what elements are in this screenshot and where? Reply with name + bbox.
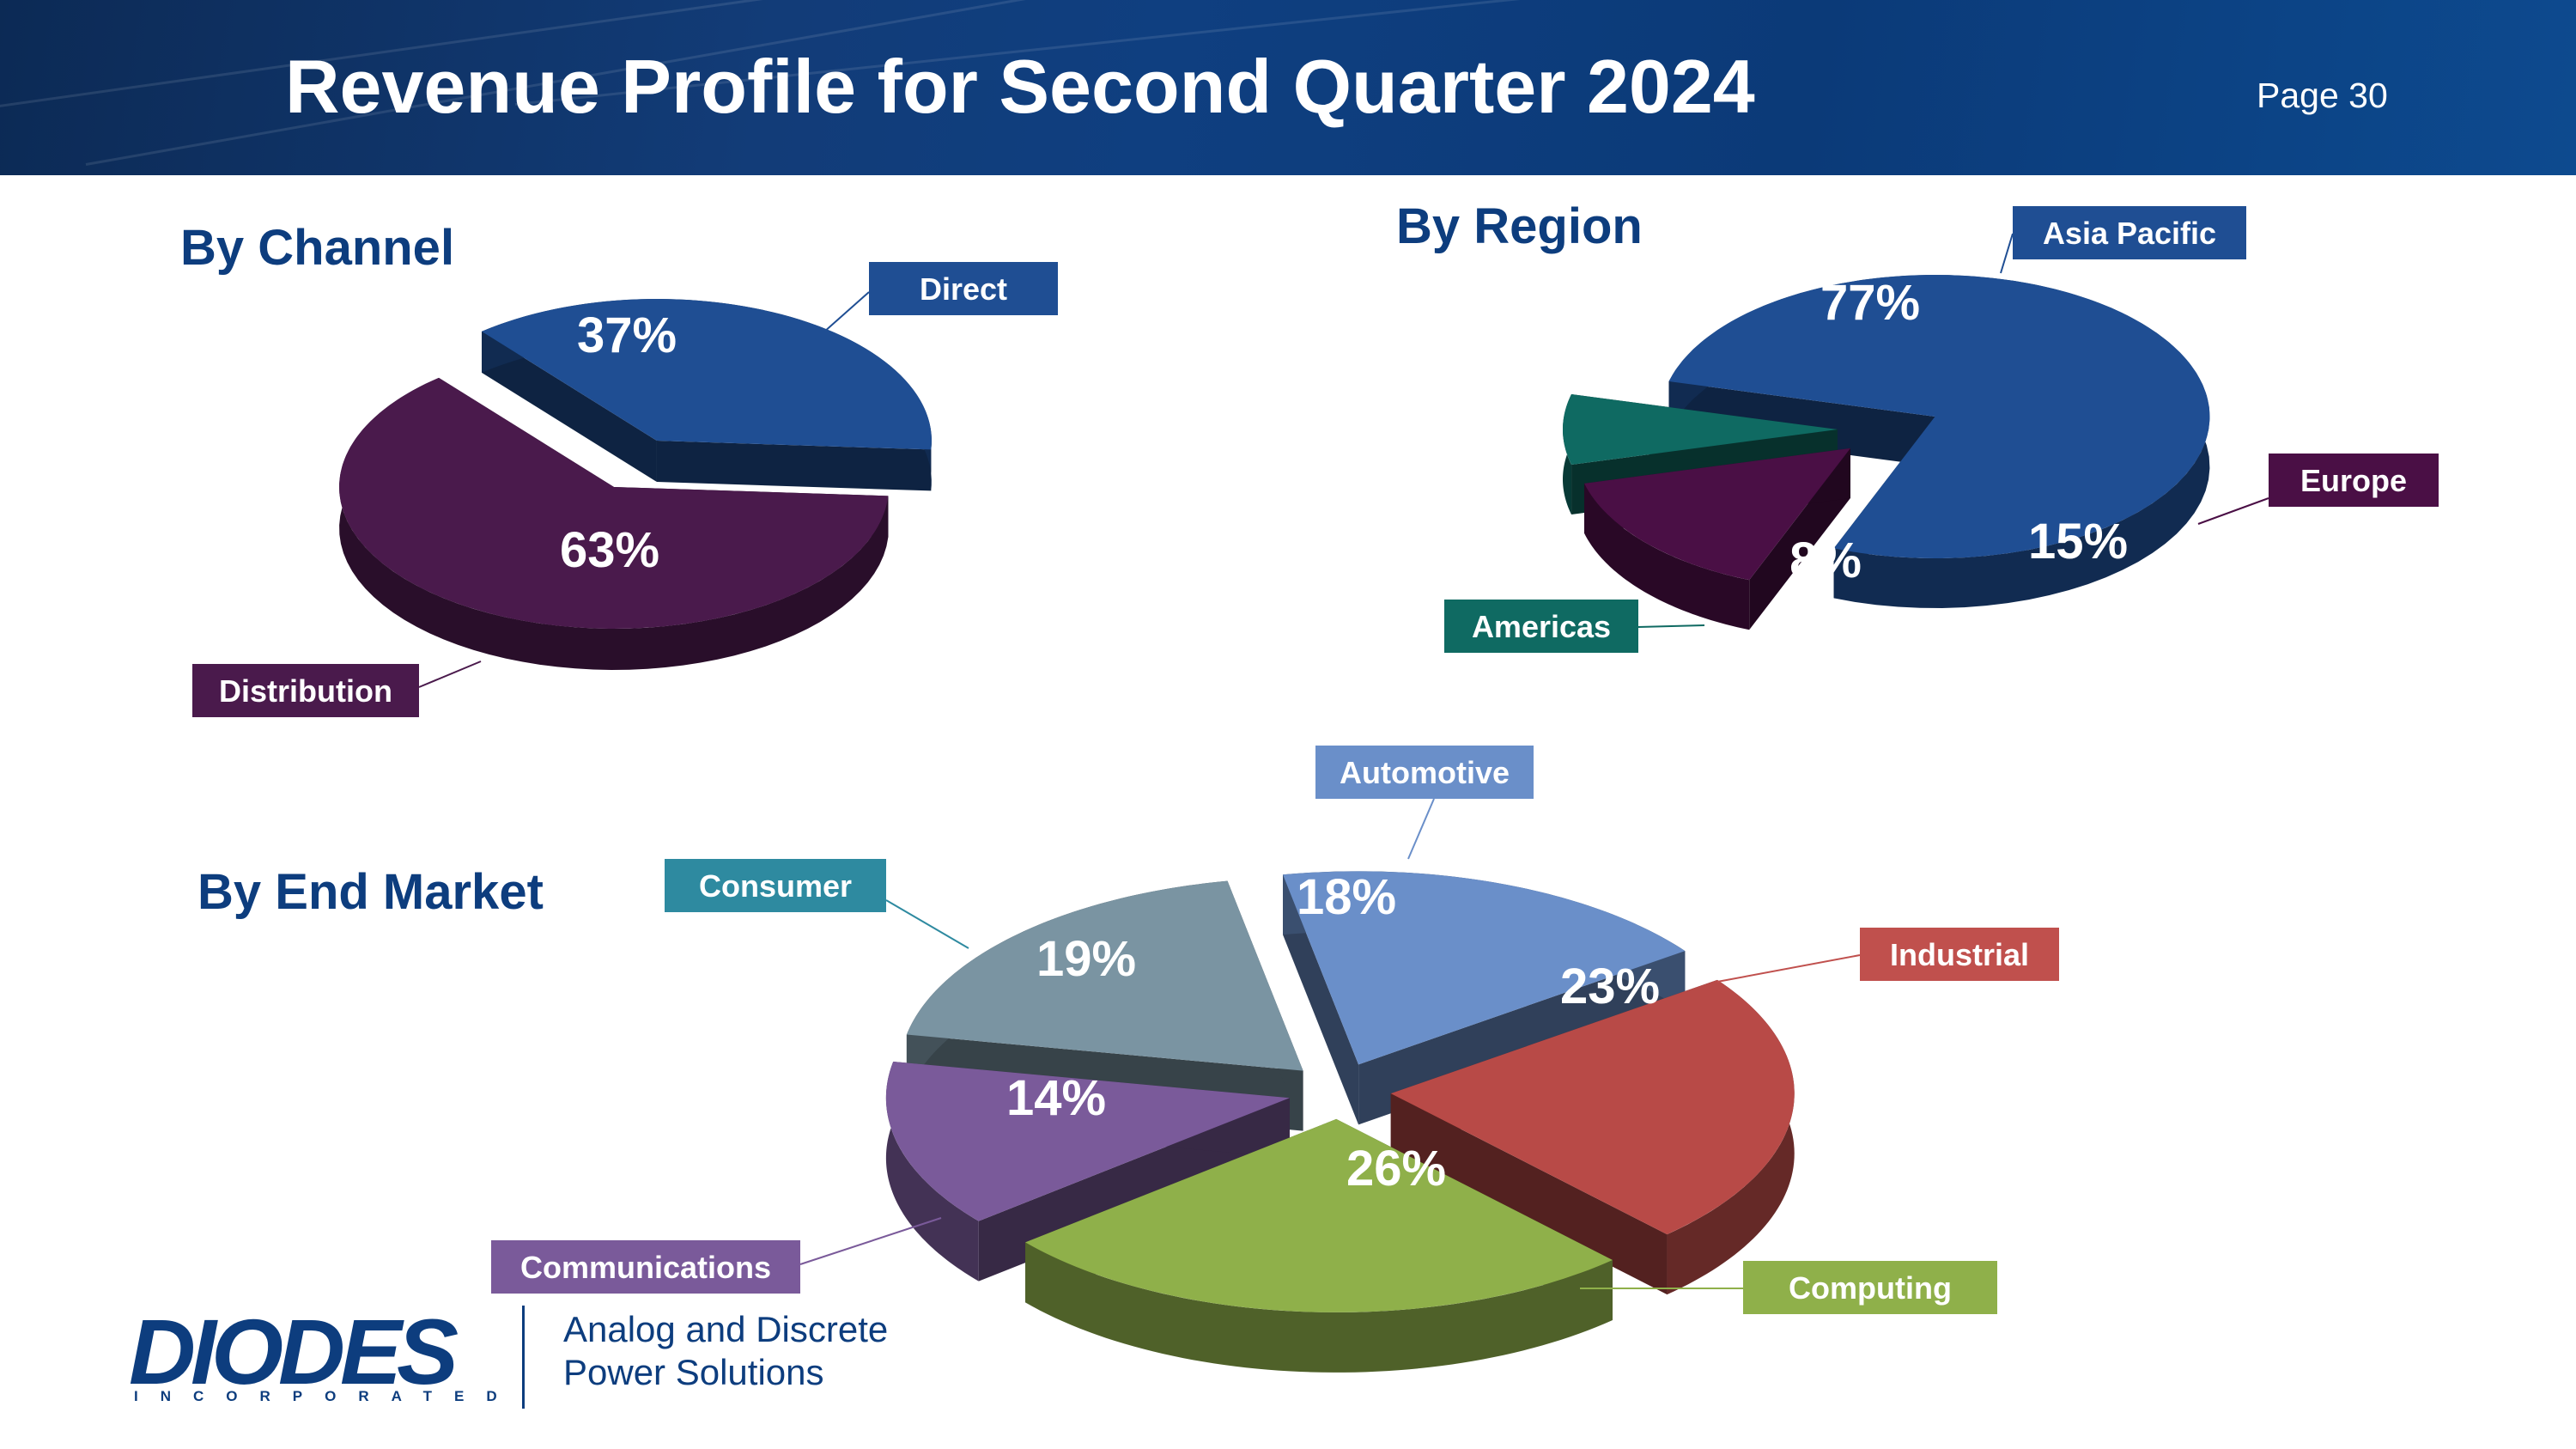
slice-computing bbox=[1025, 1118, 1613, 1373]
logo-divider bbox=[522, 1306, 525, 1409]
category-label-direct: Direct bbox=[920, 271, 1007, 307]
category-label-consumer: Consumer bbox=[699, 868, 852, 904]
logo-tagline-2: Power Solutions bbox=[563, 1352, 824, 1392]
slice-top-automotive bbox=[1283, 871, 1686, 1065]
leader-line-americas bbox=[1637, 624, 1705, 628]
slice-wall-computing bbox=[1025, 1242, 1613, 1373]
slice-side-industrial bbox=[1390, 1093, 1668, 1295]
pie-by-region: 77% 15% 8% Asia Pacific Europe Americas bbox=[1444, 206, 2439, 653]
leader-line-communications bbox=[799, 1217, 942, 1265]
slice-wall-europe bbox=[1584, 483, 1750, 630]
category-label-asia-pacific: Asia Pacific bbox=[2043, 216, 2216, 251]
category-badge-communications bbox=[491, 1240, 800, 1294]
section-title-region: By Region bbox=[1396, 198, 1643, 254]
category-badge-americas bbox=[1444, 600, 1638, 653]
leader-line-asia-pacific bbox=[2000, 233, 2014, 274]
slice-asia-pacific bbox=[1668, 275, 2210, 608]
company-logo: DIODES INCORPORATED Analog and Discrete … bbox=[129, 1306, 902, 1417]
slice-distribution bbox=[339, 377, 889, 670]
slice-industrial bbox=[1390, 979, 1795, 1295]
value-label-asia-pacific: 77% bbox=[1820, 275, 1920, 331]
slice-side-direct bbox=[656, 441, 932, 491]
logo-subtext: INCORPORATED bbox=[134, 1388, 519, 1404]
category-label-computing: Computing bbox=[1789, 1270, 1952, 1306]
leader-line-industrial bbox=[1716, 954, 1861, 983]
category-label-automotive: Automotive bbox=[1340, 755, 1510, 790]
logo-wordmark: DIODES bbox=[129, 1300, 459, 1403]
value-label-computing: 26% bbox=[1346, 1141, 1446, 1196]
category-badge-distribution bbox=[192, 664, 419, 717]
value-label-americas: 8% bbox=[1789, 533, 1862, 588]
value-label-direct: 37% bbox=[577, 307, 677, 363]
pie-by-end-market: 18% 23% 26% 14% 19% Automotive Industrial Compu… bbox=[491, 746, 2059, 1373]
category-badge-consumer bbox=[665, 859, 886, 912]
value-label-europe: 15% bbox=[2028, 514, 2128, 569]
slice-top-distribution bbox=[339, 377, 889, 629]
slice-top-consumer bbox=[906, 880, 1303, 1071]
slice-wall-communications bbox=[885, 1062, 979, 1282]
leader-line-direct bbox=[815, 291, 870, 340]
category-badge-asia-pacific bbox=[2013, 206, 2246, 259]
category-label-communications: Communications bbox=[520, 1250, 771, 1285]
page-number: Page 30 bbox=[2257, 76, 2388, 115]
leader-line-distribution bbox=[418, 661, 482, 688]
leader-line-europe bbox=[2197, 497, 2269, 525]
category-label-distribution: Distribution bbox=[219, 673, 392, 709]
page-title: Revenue Profile for Second Quarter 2024 bbox=[285, 44, 1755, 129]
slice-top-europe bbox=[1584, 447, 1850, 581]
header-banner: Revenue Profile for Second Quarter 2024 … bbox=[0, 0, 2576, 175]
value-label-consumer: 19% bbox=[1036, 931, 1136, 987]
slice-europe bbox=[1584, 447, 1850, 630]
category-label-europe: Europe bbox=[2300, 463, 2407, 498]
logo-tagline-1: Analog and Discrete bbox=[563, 1309, 889, 1349]
section-title-channel: By Channel bbox=[180, 220, 455, 276]
value-label-industrial: 23% bbox=[1560, 959, 1660, 1014]
category-badge-computing bbox=[1743, 1261, 1997, 1314]
category-badge-industrial bbox=[1860, 928, 2059, 981]
section-title-end-market: By End Market bbox=[197, 864, 544, 920]
slice-side-direct bbox=[481, 331, 657, 483]
value-label-distribution: 63% bbox=[560, 522, 659, 578]
category-label-americas: Americas bbox=[1472, 609, 1611, 644]
category-badge-automotive bbox=[1315, 746, 1534, 799]
leader-line-consumer bbox=[885, 899, 969, 949]
slice-top-communications bbox=[885, 1062, 1290, 1221]
slice-top-americas bbox=[1563, 393, 1838, 466]
slice-top-computing bbox=[1025, 1118, 1613, 1312]
leader-line-automotive bbox=[1407, 798, 1435, 860]
category-badge-europe bbox=[2269, 454, 2439, 507]
slice-side-automotive bbox=[1283, 874, 1359, 1125]
slice-side-asia-pacific bbox=[1668, 381, 1935, 467]
category-label-industrial: Industrial bbox=[1890, 937, 2029, 972]
slice-top-industrial bbox=[1390, 979, 1795, 1235]
value-label-automotive: 18% bbox=[1297, 869, 1396, 925]
slice-top-asia-pacific bbox=[1668, 275, 2210, 559]
category-badge-direct bbox=[869, 262, 1058, 315]
pie-by-channel: 37% 63% Direct Distribution bbox=[192, 262, 1058, 717]
value-label-communications: 14% bbox=[1006, 1070, 1106, 1126]
